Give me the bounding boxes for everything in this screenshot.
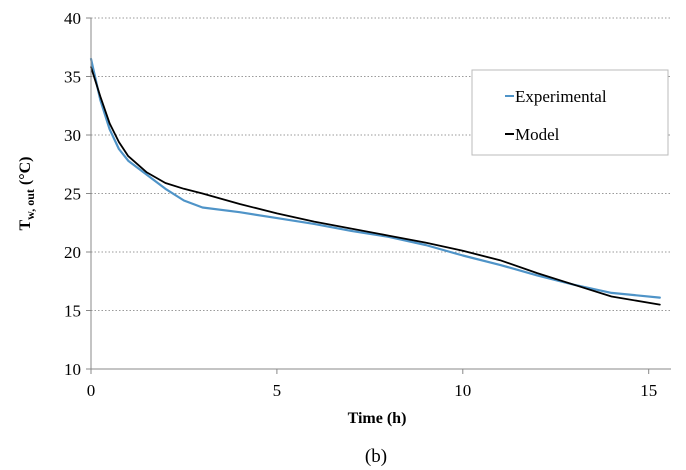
y-axis-title-subscript: w, out <box>23 189 37 220</box>
y-tick-label-40: 40 <box>64 9 81 28</box>
x-tick-label-0: 0 <box>87 381 96 400</box>
x-tick-label-15: 15 <box>640 381 657 400</box>
y-tick-label-35: 35 <box>64 68 81 87</box>
legend-box <box>471 69 669 156</box>
series-line-model <box>90 66 661 306</box>
series-lines <box>89 57 661 306</box>
y-axis-title-unit: (°C) <box>17 157 34 190</box>
legend-label-experimental: Experimental <box>515 87 607 106</box>
y-axis-title-main: T <box>17 219 34 230</box>
y-tick-label-10: 10 <box>64 360 81 379</box>
y-tick-label-15: 15 <box>64 302 81 321</box>
y-axis-title: Tw, out (°C) <box>17 157 37 231</box>
y-tick-label-20: 20 <box>64 243 81 262</box>
y-tick-label-30: 30 <box>64 126 81 145</box>
tick-labels: 10 15 20 25 30 35 40 0 5 10 15 <box>64 9 657 400</box>
legend: Experimental Model <box>471 69 669 156</box>
figure-caption: (b) <box>365 446 387 467</box>
x-tick-label-10: 10 <box>454 381 471 400</box>
series-line-experimental <box>89 57 661 299</box>
x-axis-title: Time (h) <box>348 410 407 427</box>
y-tick-label-25: 25 <box>64 185 81 204</box>
legend-label-model: Model <box>515 125 560 144</box>
gridlines <box>91 17 671 311</box>
x-tick-label-5: 5 <box>273 381 282 400</box>
